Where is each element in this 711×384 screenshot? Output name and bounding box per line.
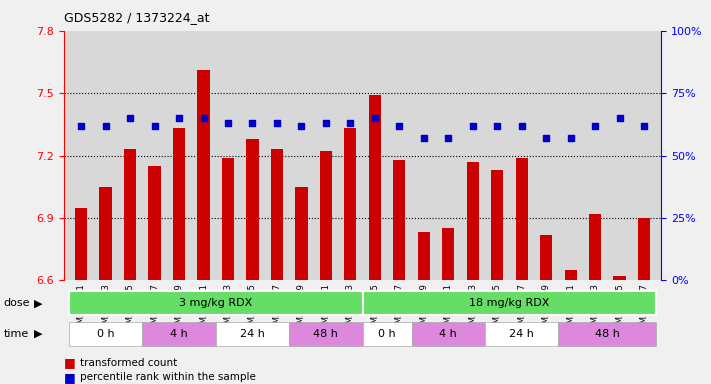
Point [614, 115, 625, 121]
Text: ■: ■ [64, 371, 76, 384]
Bar [271, 149, 283, 280]
Bar [69, 291, 363, 316]
Text: dose: dose [4, 298, 30, 308]
Bar [589, 214, 602, 280]
Point [418, 135, 429, 141]
Bar [540, 235, 552, 280]
Text: 48 h: 48 h [595, 329, 620, 339]
Bar [466, 162, 479, 280]
Bar [565, 270, 577, 280]
Point [149, 122, 160, 129]
Bar [344, 129, 356, 280]
Bar [412, 322, 485, 346]
Bar [558, 322, 656, 346]
Text: ■: ■ [64, 356, 76, 369]
Bar [75, 207, 87, 280]
Point [589, 122, 601, 129]
Bar [638, 218, 651, 280]
Point [540, 135, 552, 141]
Text: ▶: ▶ [34, 298, 43, 308]
Point [320, 120, 331, 126]
Text: 24 h: 24 h [240, 329, 265, 339]
Text: 0 h: 0 h [97, 329, 114, 339]
Point [394, 122, 405, 129]
Point [173, 115, 185, 121]
Point [198, 115, 209, 121]
Bar [320, 151, 332, 280]
Bar [363, 322, 412, 346]
Bar [442, 228, 454, 280]
Bar [289, 322, 363, 346]
Text: 4 h: 4 h [170, 329, 188, 339]
Bar [485, 322, 558, 346]
Bar [222, 157, 234, 280]
Bar [124, 149, 137, 280]
Bar [295, 187, 308, 280]
Bar [417, 232, 430, 280]
Point [124, 115, 136, 121]
Text: transformed count: transformed count [80, 358, 177, 368]
Point [565, 135, 577, 141]
Bar [369, 95, 381, 280]
Point [369, 115, 380, 121]
Point [75, 122, 87, 129]
Bar [69, 322, 142, 346]
Bar [363, 291, 656, 316]
Text: GDS5282 / 1373224_at: GDS5282 / 1373224_at [64, 12, 210, 25]
Bar [515, 157, 528, 280]
Point [345, 120, 356, 126]
Bar [142, 322, 215, 346]
Point [638, 122, 650, 129]
Text: time: time [4, 329, 29, 339]
Text: 4 h: 4 h [439, 329, 457, 339]
Point [491, 122, 503, 129]
Point [272, 120, 283, 126]
Point [467, 122, 479, 129]
Bar [100, 187, 112, 280]
Bar [173, 129, 185, 280]
Point [100, 122, 112, 129]
Bar [393, 160, 405, 280]
Point [247, 120, 258, 126]
Bar [614, 276, 626, 280]
Point [296, 122, 307, 129]
Text: 18 mg/kg RDX: 18 mg/kg RDX [469, 298, 550, 308]
Text: 0 h: 0 h [378, 329, 396, 339]
Text: 48 h: 48 h [314, 329, 338, 339]
Bar [246, 139, 259, 280]
Point [442, 135, 454, 141]
Text: 24 h: 24 h [509, 329, 534, 339]
Bar [149, 166, 161, 280]
Point [223, 120, 234, 126]
Point [516, 122, 528, 129]
Text: percentile rank within the sample: percentile rank within the sample [80, 372, 255, 382]
Text: 3 mg/kg RDX: 3 mg/kg RDX [179, 298, 252, 308]
Bar [215, 322, 289, 346]
Bar [491, 170, 503, 280]
Text: ▶: ▶ [34, 329, 43, 339]
Bar [198, 70, 210, 280]
